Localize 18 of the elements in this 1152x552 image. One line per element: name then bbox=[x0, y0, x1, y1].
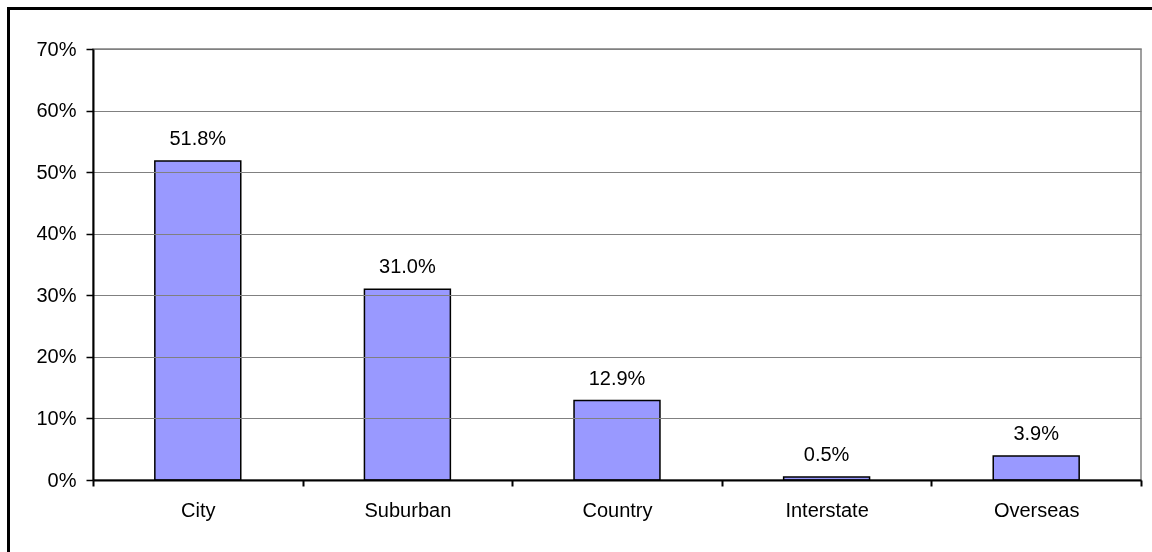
data-label: 0.5% bbox=[803, 442, 850, 465]
y-tick-label: 60% bbox=[36, 99, 77, 122]
x-tick-label: Interstate bbox=[785, 498, 869, 521]
y-tick-label: 10% bbox=[36, 406, 77, 429]
data-label: 12.9% bbox=[588, 366, 646, 389]
data-label: 31.0% bbox=[379, 255, 436, 278]
y-tick-label: 20% bbox=[36, 345, 77, 368]
y-tick-label: 70% bbox=[36, 37, 77, 60]
data-label: 51.8% bbox=[169, 127, 227, 150]
data-label: 3.9% bbox=[1013, 421, 1060, 444]
x-tick-label: Suburban bbox=[364, 498, 452, 521]
y-tick-label: 30% bbox=[36, 283, 77, 306]
y-tick-label: 40% bbox=[36, 222, 77, 245]
x-tick-label: Overseas bbox=[993, 498, 1080, 521]
y-tick-label: 50% bbox=[36, 160, 77, 183]
y-tick-label: 0% bbox=[47, 468, 77, 491]
x-tick-label: Country bbox=[582, 498, 653, 521]
x-tick-label: City bbox=[181, 498, 216, 521]
